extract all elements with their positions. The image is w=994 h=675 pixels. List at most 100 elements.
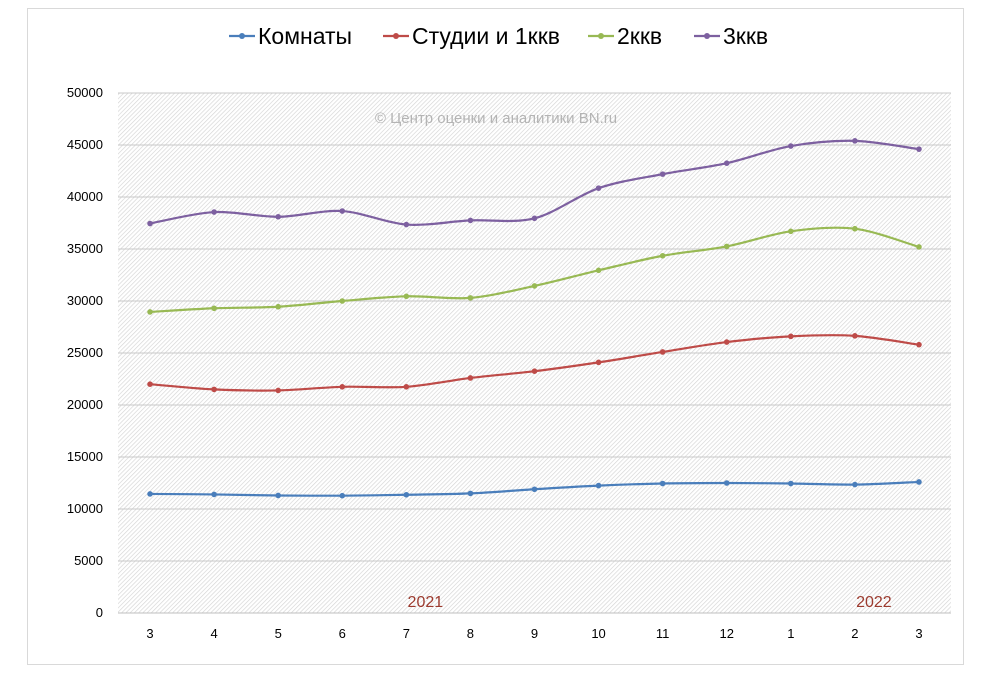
data-point — [852, 225, 858, 232]
data-point — [467, 295, 474, 301]
data-point — [403, 293, 410, 300]
x-tick-label: 4 — [210, 626, 217, 641]
data-point — [531, 215, 538, 222]
data-point — [723, 339, 730, 345]
data-point — [211, 305, 217, 312]
series-3 — [147, 225, 922, 315]
legend: Комнаты Студии и 1ккв 2ккв 3ккв — [229, 23, 768, 49]
legend-item: 3ккв — [694, 23, 768, 49]
data-point — [275, 387, 281, 394]
data-point — [595, 267, 602, 274]
x-tick-label: 10 — [591, 626, 605, 641]
legend-point-marker — [239, 33, 245, 39]
data-point — [339, 298, 346, 304]
y-tick-label: 0 — [96, 605, 103, 620]
data-point — [595, 185, 602, 191]
legend-label: Студии и 1ккв — [412, 23, 560, 49]
y-tick-label: 20000 — [67, 397, 103, 412]
x-tick-label: 1 — [787, 626, 794, 641]
legend-item: Студии и 1ккв — [383, 23, 560, 49]
data-point — [788, 333, 794, 340]
data-point — [147, 309, 153, 315]
x-tick-label: 9 — [531, 626, 538, 641]
legend-label: 3ккв — [723, 23, 768, 49]
grid-lines — [118, 92, 951, 562]
series-1 — [147, 479, 922, 499]
y-tick-label: 35000 — [67, 241, 103, 256]
y-tick-label: 45000 — [67, 137, 103, 152]
data-point — [531, 283, 538, 289]
data-point — [659, 171, 666, 177]
legend-point-marker — [393, 33, 399, 39]
data-point — [852, 481, 858, 488]
data-point — [211, 491, 217, 498]
data-point — [403, 384, 410, 390]
data-point — [659, 349, 666, 355]
y-tick-label: 50000 — [67, 85, 103, 100]
legend-item: 2ккв — [588, 23, 662, 49]
legend-point-marker — [598, 33, 604, 39]
data-point — [916, 244, 922, 250]
data-point — [788, 480, 794, 487]
series-lines — [147, 138, 922, 499]
legend-label: Комнаты — [258, 23, 352, 49]
x-tick-label: 5 — [275, 626, 282, 641]
data-point — [852, 138, 858, 144]
data-point — [916, 479, 922, 485]
data-point — [852, 333, 858, 339]
data-point — [723, 243, 730, 250]
x-tick-label: 11 — [656, 626, 670, 641]
series-4 — [147, 138, 922, 228]
data-point — [147, 220, 153, 227]
data-point — [339, 208, 346, 214]
y-tick-label: 25000 — [67, 345, 103, 360]
x-tick-label: 7 — [403, 626, 410, 641]
data-point — [659, 480, 666, 487]
y-tick-label: 10000 — [67, 501, 103, 516]
y-tick-label: 5000 — [74, 553, 103, 568]
legend-label: 2ккв — [617, 23, 662, 49]
data-point — [467, 217, 474, 224]
x-tick-label: 8 — [467, 626, 474, 641]
data-point — [211, 386, 217, 393]
data-point — [916, 341, 922, 348]
data-point — [595, 482, 602, 489]
data-point — [916, 146, 922, 152]
data-point — [147, 381, 153, 388]
data-point — [403, 221, 410, 228]
data-point — [595, 359, 602, 366]
axes: 0 5000 10000 15000 20000 25000 30000 35000 40000… — [67, 85, 951, 641]
data-point — [659, 252, 666, 259]
data-point — [723, 160, 730, 166]
legend-point-marker — [704, 33, 710, 39]
series-2 — [147, 333, 922, 394]
data-point — [788, 228, 794, 235]
data-point — [339, 384, 346, 390]
legend-item: Комнаты — [229, 23, 352, 49]
data-point — [275, 213, 281, 220]
y-tick-label: 30000 — [67, 293, 103, 308]
data-point — [788, 143, 794, 149]
data-point — [531, 486, 538, 493]
data-point — [723, 480, 730, 486]
year-label-2022: 2022 — [856, 594, 892, 611]
year-label-2021: 2021 — [408, 594, 444, 611]
data-point — [403, 491, 410, 498]
x-tick-label: 2 — [851, 626, 858, 641]
data-point — [531, 368, 538, 375]
x-tick-label: 12 — [719, 626, 733, 641]
data-point — [339, 492, 346, 499]
y-tick-label: 40000 — [67, 189, 103, 204]
data-point — [211, 209, 217, 215]
data-point — [147, 491, 153, 497]
x-tick-label: 6 — [339, 626, 346, 641]
y-tick-label: 15000 — [67, 449, 103, 464]
x-tick-label: 3 — [146, 626, 153, 641]
x-tick-label: 3 — [915, 626, 922, 641]
data-point — [275, 492, 281, 499]
data-point — [275, 303, 281, 310]
data-point — [467, 375, 474, 381]
watermark: © Центр оценки и аналитики BN.ru — [375, 110, 617, 127]
data-point — [467, 490, 474, 497]
